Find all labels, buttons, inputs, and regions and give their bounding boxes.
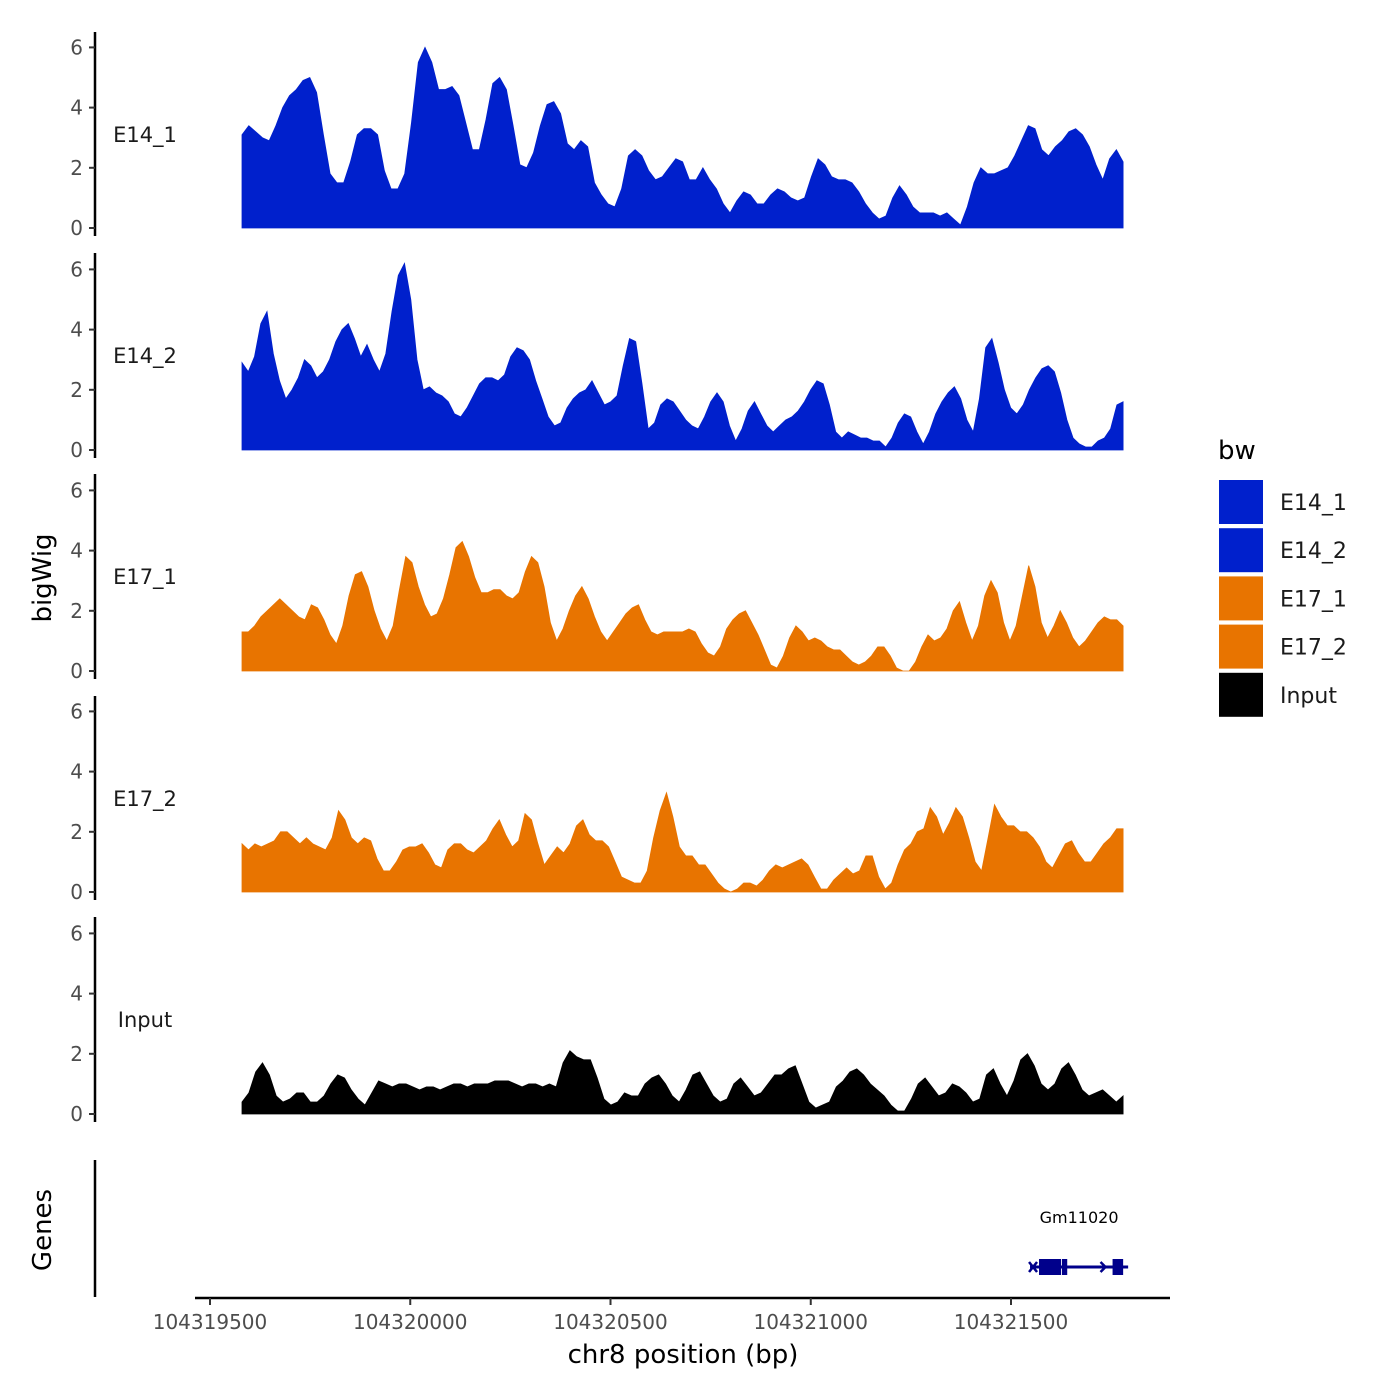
signal-area (241, 46, 1124, 229)
track-label: E17_1 (113, 565, 177, 590)
x-tick-label: 104319500 (153, 1310, 268, 1334)
y-tick-label: 6 (70, 699, 83, 723)
x-tick-label: 104320000 (353, 1310, 468, 1334)
legend-entry-e14-1: E14_1 (1219, 480, 1347, 524)
y-tick-label: 2 (70, 820, 83, 844)
legend-label: Input (1280, 684, 1337, 709)
track-label: E14_1 (113, 123, 177, 148)
y-tick-label: 2 (70, 1042, 83, 1066)
track-label: Input (118, 1008, 172, 1032)
x-axis: 104319500 104320000 104320500 104321000 1043… (153, 1296, 1170, 1334)
legend-entry-e17-2: E17_2 (1219, 624, 1347, 669)
y-tick-label: 4 (70, 96, 83, 120)
signal-area (241, 262, 1124, 451)
legend-title: bw (1218, 436, 1256, 466)
signal-area (241, 540, 1124, 672)
y-tick-label: 6 (70, 257, 83, 281)
track-label: E14_2 (113, 344, 177, 369)
x-tick-label: 104321500 (954, 1310, 1069, 1334)
legend-swatch (1219, 480, 1263, 524)
y-tick-label: 0 (70, 438, 83, 462)
legend-label: E14_2 (1280, 539, 1347, 564)
track-e14-2: 0 2 4 6 E14_2 (70, 253, 1124, 462)
y-tick-label: 0 (70, 659, 83, 683)
legend-swatch (1219, 624, 1263, 669)
x-tick-label: 104320500 (553, 1310, 668, 1334)
genes-track-label: Genes (28, 1189, 58, 1271)
y-tick-label: 4 (70, 982, 83, 1006)
gene-start-marker (1028, 1261, 1039, 1273)
y-tick-label: 4 (70, 760, 83, 784)
y-tick-label: 6 (70, 921, 83, 945)
legend-swatch (1219, 528, 1263, 573)
x-axis-title: chr8 position (bp) (568, 1340, 799, 1370)
legend: bw E14_1 E14_2 E17_1 E17_2 Input (1218, 436, 1347, 717)
track-e17-2: 0 2 4 6 E17_2 (70, 696, 1124, 904)
legend-label: E17_1 (1280, 587, 1347, 612)
x-tick-label: 104321000 (753, 1310, 868, 1334)
track-input: 0 2 4 6 Input (70, 917, 1124, 1126)
gene-label: Gm11020 (1040, 1208, 1119, 1227)
y-tick-label: 4 (70, 539, 83, 563)
y-tick-label: 4 (70, 318, 83, 342)
track-e17-1: 0 2 4 6 E17_1 (70, 474, 1124, 683)
track-label: E17_2 (113, 787, 177, 812)
legend-entry-e17-1: E17_1 (1219, 576, 1347, 621)
y-axis-title: bigWig (28, 533, 58, 622)
signal-area (241, 791, 1124, 893)
legend-label: E14_1 (1280, 491, 1347, 516)
y-tick-label: 6 (70, 478, 83, 502)
gene-exon (1039, 1259, 1062, 1275)
y-tick-label: 6 (70, 35, 83, 59)
genes-track: Genes Gm11020 (28, 1160, 1129, 1297)
y-tick-label: 0 (70, 216, 83, 240)
track-e14-1: 0 2 4 6 E14_1 (70, 32, 1124, 240)
y-tick-label: 0 (70, 880, 83, 904)
legend-label: E17_2 (1280, 636, 1347, 661)
legend-entry-input: Input (1219, 672, 1337, 717)
strand-arrow-icon (1099, 1261, 1108, 1273)
gene-gm11020: Gm11020 (1028, 1208, 1129, 1275)
y-tick-label: 0 (70, 1102, 83, 1126)
signal-area (241, 1050, 1124, 1115)
y-tick-label: 2 (70, 599, 83, 623)
gene-exon (1112, 1259, 1124, 1275)
signal-tracks: 0 2 4 6 E14_1 0 2 4 6 E14_2 0 2 4 6 E17_1 0 2 4 6 E17_2 0 2 4 6… (70, 32, 1124, 1126)
y-tick-label: 2 (70, 156, 83, 180)
legend-entry-e14-2: E14_2 (1219, 528, 1347, 573)
legend-swatch (1219, 576, 1263, 621)
gene-exon (1061, 1259, 1068, 1275)
y-tick-label: 2 (70, 378, 83, 402)
legend-swatch (1219, 672, 1263, 717)
